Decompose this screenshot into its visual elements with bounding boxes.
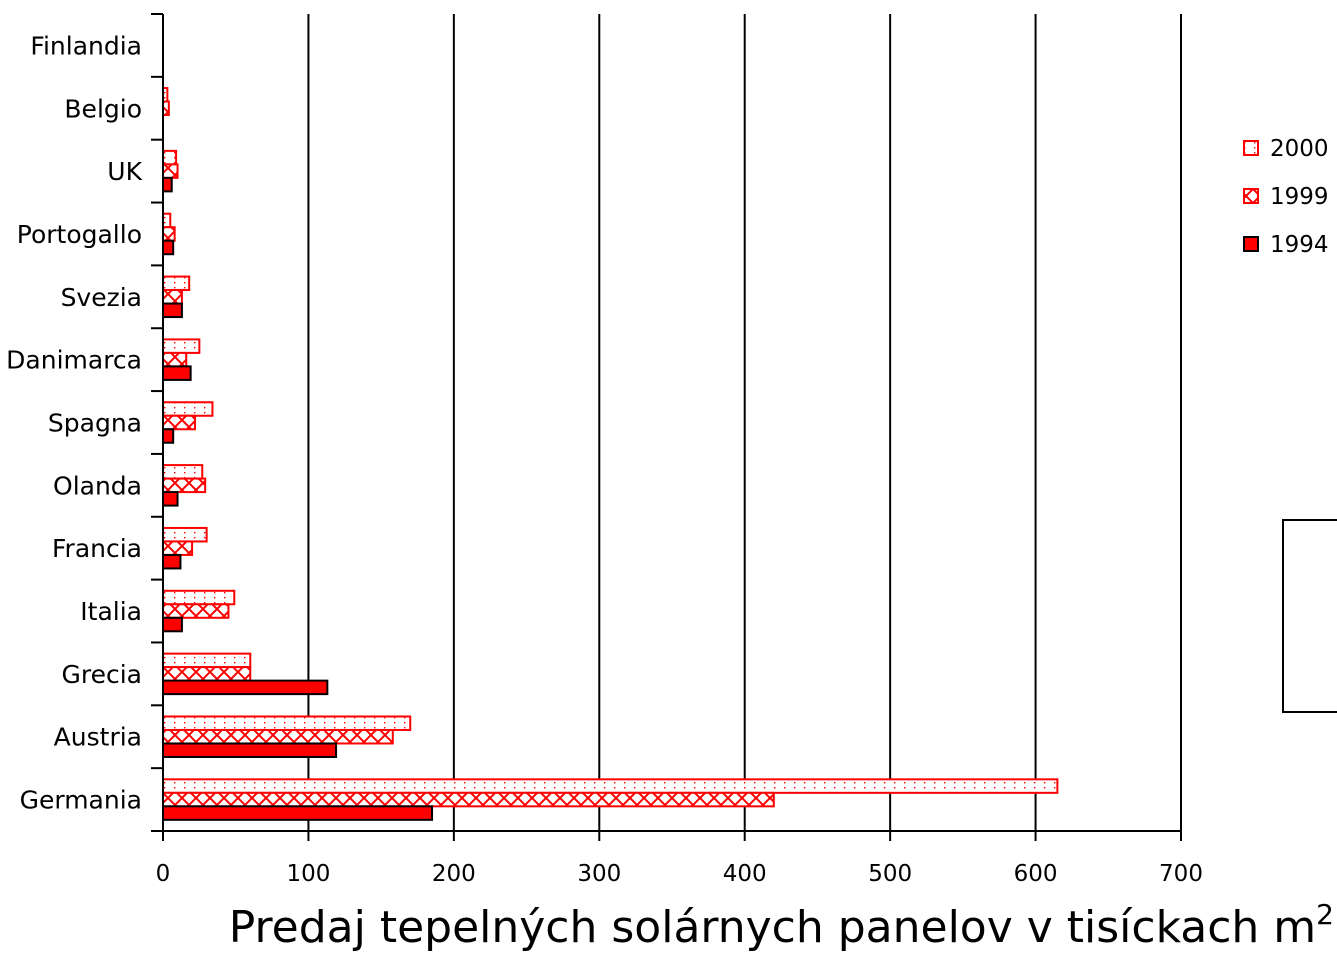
bar-1999-danimarca	[162, 351, 188, 368]
grid-lines	[307, 14, 1182, 831]
x-tick-label: 500	[868, 861, 912, 887]
x-tick-label: 200	[432, 861, 476, 887]
axes	[151, 13, 1182, 841]
category-label: Austria	[54, 723, 142, 752]
x-tick-label: 0	[156, 861, 171, 887]
bar-1999-uk	[162, 163, 179, 179]
bar-2000-germania	[162, 778, 1059, 794]
bar-1994-uk	[162, 176, 173, 193]
bar-2000-svezia	[162, 275, 191, 292]
x-tick-labels: 0 100 200 300 400 500 600 700	[156, 861, 1203, 887]
bar-1994-francia	[162, 553, 182, 570]
bar-2000-uk	[162, 149, 178, 166]
legend-swatch	[1243, 140, 1259, 156]
bar-2000-grecia	[162, 652, 252, 669]
bar-1994-italia	[162, 616, 183, 633]
bar-1999-portogallo	[162, 226, 176, 242]
bar-1999-svezia	[162, 289, 183, 305]
category-label: Germania	[20, 786, 142, 815]
bar-1999-grecia	[162, 666, 252, 682]
bar-1994-austria	[162, 742, 338, 758]
bar-1999-spagna	[162, 414, 196, 431]
x-axis-title-superscript: 2	[1316, 898, 1334, 931]
legend-label: 1999	[1270, 184, 1329, 210]
category-label: Svezia	[61, 283, 142, 312]
x-tick-label: 100	[286, 861, 330, 887]
category-label: UK	[107, 157, 142, 186]
bar-1994-grecia	[162, 679, 329, 696]
bar-2000-danimarca	[162, 338, 201, 354]
category-label: Francia	[52, 534, 142, 563]
bar-1999-francia	[162, 540, 194, 556]
bar-1994-svezia	[162, 302, 183, 319]
category-labels: Finlandia Belgio UK Portogallo Svezia Danimar…	[6, 31, 142, 814]
bar-2000-portogallo	[162, 212, 172, 229]
category-label: Finlandia	[30, 31, 142, 60]
x-tick-label: 400	[723, 861, 767, 887]
legend-label: 1994	[1270, 232, 1329, 258]
legend-label: 2000	[1270, 136, 1329, 162]
bars	[162, 87, 1059, 821]
bar-1999-germania	[162, 791, 775, 808]
bar-1999-olanda	[162, 477, 207, 494]
bar-1994-germania	[162, 805, 434, 821]
bar-2000-austria	[162, 715, 412, 731]
category-label: Danimarca	[6, 346, 142, 375]
category-label: Belgio	[64, 94, 142, 123]
legend-swatch	[1243, 188, 1259, 204]
bar-1994-olanda	[162, 491, 179, 507]
bar-1999-austria	[162, 728, 394, 745]
bar-2000-francia	[162, 526, 208, 543]
empty-box	[1282, 519, 1337, 713]
x-tick-label: 700	[1159, 861, 1203, 887]
bar-1994-spagna	[162, 428, 175, 444]
bar-1999-italia	[162, 603, 230, 619]
bar-2000-olanda	[162, 464, 204, 480]
category-label: Portogallo	[17, 220, 142, 249]
category-label: Grecia	[62, 660, 143, 689]
bar-2000-spagna	[162, 401, 214, 417]
legend: 2000 1999 1994	[1243, 136, 1329, 258]
x-tick-label: 600	[1014, 861, 1058, 887]
legend-swatch	[1243, 236, 1259, 252]
x-axis-title-text: Predaj tepelných solárnych panelov v tis…	[229, 902, 1316, 953]
bar-1994-portogallo	[162, 239, 175, 256]
bar-2000-italia	[162, 589, 236, 606]
x-tick-label: 300	[577, 861, 621, 887]
category-label: Spagna	[48, 409, 142, 438]
bar-1994-danimarca	[162, 365, 192, 381]
category-label: Olanda	[53, 471, 142, 500]
x-axis-title: Predaj tepelných solárnych panelov v tis…	[229, 898, 1334, 953]
category-label: Italia	[80, 597, 142, 626]
